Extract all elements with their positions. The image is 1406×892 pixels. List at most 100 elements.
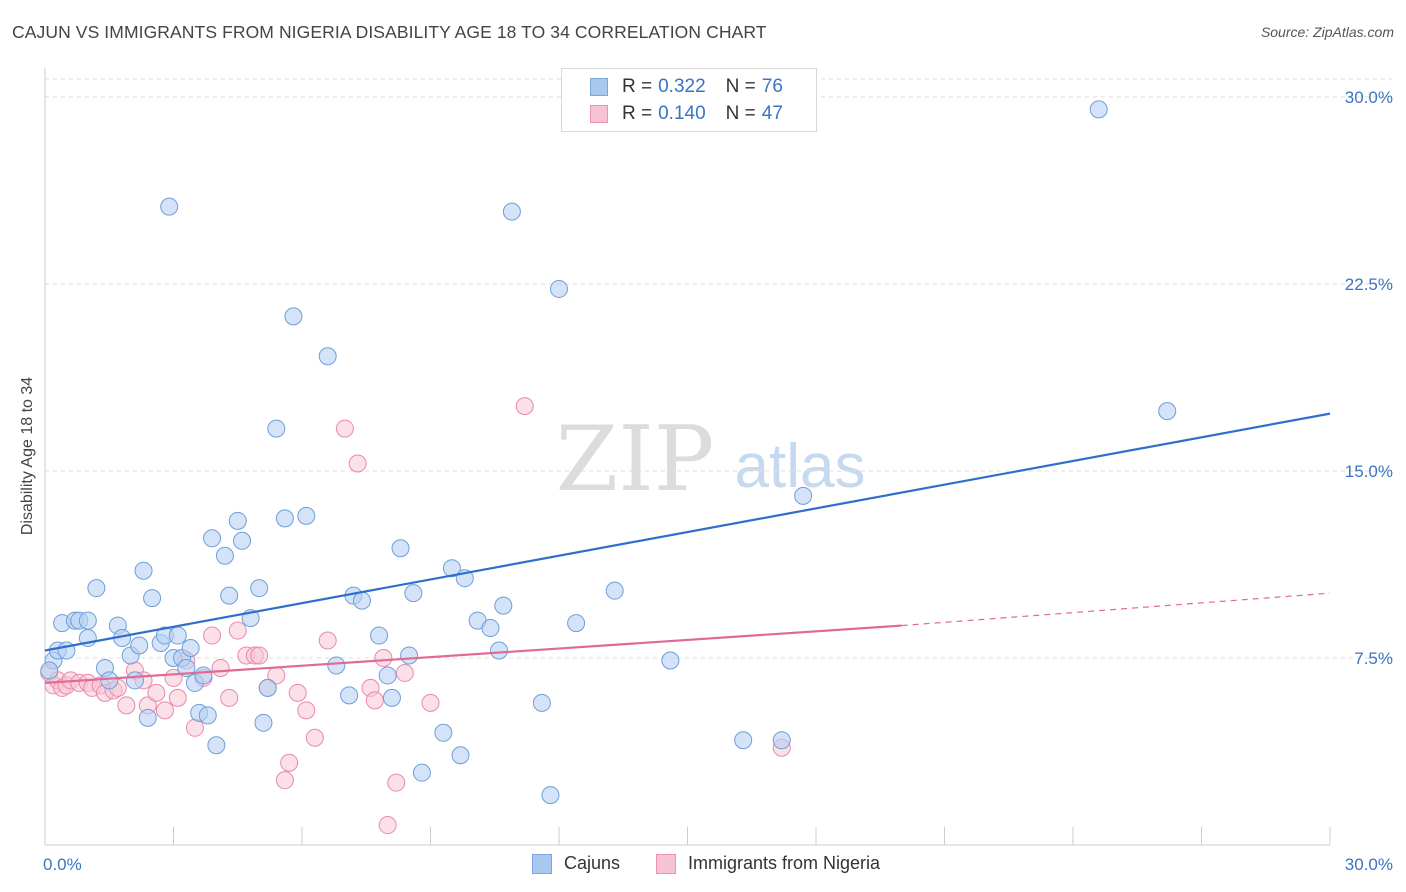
cajun-point [434, 723, 453, 742]
cajun-point [352, 591, 371, 610]
cajun-point [100, 671, 119, 690]
cajun-point [138, 708, 157, 727]
cajun-point [442, 559, 461, 578]
nigeria-point [155, 701, 174, 720]
cajun-point [502, 202, 521, 221]
nigeria-point [297, 701, 316, 720]
cajun-point [490, 641, 509, 660]
stats-legend-row-nigeria: R = 0.140 N = 47 [562, 101, 783, 127]
y-tick-label: 30.0% [1345, 88, 1393, 107]
cajun-point [451, 746, 470, 765]
cajun-point [250, 579, 269, 598]
cajun-point [220, 586, 239, 605]
nigeria-swatch [590, 105, 608, 123]
n-value: 76 [761, 76, 783, 97]
nigeria-point [168, 688, 187, 707]
nigeria-point [117, 696, 136, 715]
cajun-point [391, 539, 410, 558]
nigeria-point [335, 419, 354, 438]
nigeria-point [211, 658, 230, 677]
cajun-point [254, 713, 273, 732]
cajun-point [198, 706, 217, 725]
n-value: 47 [761, 103, 783, 124]
y-tick-label: 22.5% [1345, 275, 1393, 294]
cajun-point [481, 619, 500, 638]
nigeria-point [250, 646, 269, 665]
cajun-point [160, 197, 179, 216]
legend-item-cajuns[interactable]: Cajuns [532, 853, 620, 874]
cajun-point [1089, 100, 1108, 119]
cajun-point [207, 736, 226, 755]
stats-legend-row-cajuns: R = 0.322 N = 76 [562, 74, 783, 100]
watermark-zip: ZIP [556, 407, 715, 512]
chart-title: CAJUN VS IMMIGRANTS FROM NIGERIA DISABIL… [12, 22, 767, 42]
cajun-point [541, 786, 560, 805]
cajun-trendline [44, 412, 1331, 652]
legend-item-nigeria[interactable]: Immigrants from Nigeria [656, 853, 880, 874]
source-label: Source: ZipAtlas.com [1260, 24, 1394, 40]
nigeria-point [280, 753, 299, 772]
cajun-point [87, 579, 106, 598]
cajun-point [318, 347, 337, 366]
cajun-point [494, 596, 513, 615]
legend-label-nigeria: Immigrants from Nigeria [688, 853, 881, 873]
nigeria-point [185, 718, 204, 737]
y-tick-label: 15.0% [1345, 462, 1393, 481]
cajun-point [605, 581, 624, 600]
r-label: R = [622, 103, 653, 124]
cajun-point [203, 529, 222, 548]
cajuns-legend-swatch [532, 853, 552, 874]
nigeria-point [378, 816, 397, 835]
cajun-point [400, 646, 419, 665]
cajun-point [772, 731, 791, 750]
cajun-point [370, 626, 389, 645]
nigeria-point [515, 397, 534, 416]
cajun-point [567, 614, 586, 633]
nigeria-point [365, 691, 384, 710]
cajun-point [181, 639, 200, 658]
cajun-point [143, 589, 162, 608]
cajun-point [382, 688, 401, 707]
cajun-point [412, 763, 431, 782]
cajuns-swatch [590, 78, 608, 96]
nigeria-point [203, 626, 222, 645]
nigeria-point [374, 648, 393, 667]
cajun-point [40, 661, 59, 680]
cajun-point [734, 731, 753, 750]
nigeria-point [288, 683, 307, 702]
nigeria-point [421, 693, 440, 712]
cajun-point [297, 506, 316, 525]
nigeria-point [220, 688, 239, 707]
cajun-point [794, 486, 813, 505]
cajun-point [134, 561, 153, 580]
x-tick-label: 0.0% [43, 855, 82, 874]
cajun-point [378, 666, 397, 685]
x-tick-label: 30.0% [1345, 855, 1393, 874]
nigeria-point [318, 631, 337, 650]
cajun-point [258, 678, 277, 697]
cajun-point [168, 626, 187, 645]
cajun-point [215, 546, 234, 565]
nigeria-trendline [44, 624, 902, 685]
cajun-point [228, 511, 247, 530]
n-label: N = [725, 103, 756, 124]
cajun-point [404, 584, 423, 603]
nigeria-legend-swatch [656, 853, 676, 874]
nigeria-point [305, 728, 324, 747]
r-value: 0.322 [658, 76, 706, 97]
cajun-point [1158, 402, 1177, 421]
y-tick-label: 7.5% [1354, 649, 1393, 668]
cajun-point [284, 307, 303, 326]
cajun-point [267, 419, 286, 438]
cajun-point [130, 636, 149, 655]
cajun-point [327, 656, 346, 675]
cajun-point [532, 693, 551, 712]
nigeria-point [147, 683, 166, 702]
cajun-point [78, 611, 97, 630]
cajun-point [550, 279, 568, 298]
cajun-point [233, 531, 252, 550]
r-label: R = [622, 76, 653, 97]
nigeria-point [387, 773, 406, 792]
cajun-point [275, 509, 294, 528]
